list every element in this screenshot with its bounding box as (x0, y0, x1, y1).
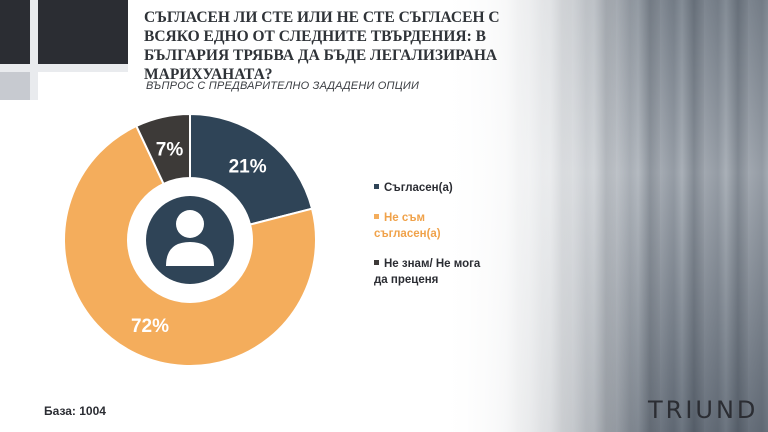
slice-value-label-1: 21% (229, 157, 267, 178)
legend-label-2: Не съм съгласен(а) (374, 212, 441, 240)
page-subtitle: ВЪПРОС С ПРЕДВАРИТЕЛНО ЗАДАДЕНИ ОПЦИИ (146, 80, 420, 92)
corner-decoration-vertical-line (30, 0, 38, 100)
legend-label-3: Не знам/ Не мога да преценя (374, 258, 481, 286)
person-icon (146, 196, 234, 284)
background-crowd-photo (440, 0, 768, 432)
legend-bullet-1 (374, 184, 379, 190)
pie-slice-1 (189, 112, 314, 226)
donut-chart: 21% 72% 7% (63, 112, 317, 367)
sample-base-label: База: 1004 (44, 404, 106, 418)
legend-item-1: Съгласен(а) (374, 180, 484, 196)
legend-label-1: Съгласен(а) (384, 182, 453, 194)
corner-decoration-grey-block (0, 72, 30, 100)
corner-decoration-horizontal-line (0, 64, 128, 72)
slice-value-label-2: 72% (131, 316, 169, 337)
page-title: СЪГЛАСЕН ЛИ СТЕ ИЛИ НЕ СТЕ СЪГЛАСЕН С ВС… (144, 9, 500, 83)
legend-bullet-2 (374, 214, 379, 220)
chart-legend: Съгласен(а) Не съм съгласен(а) Не знам/ Не… (374, 180, 484, 302)
corner-decoration-dark (0, 0, 128, 64)
legend-bullet-3 (374, 260, 379, 266)
legend-item-3: Не знам/ Не мога да преценя (374, 256, 484, 288)
pie-slice-3 (135, 112, 191, 186)
legend-item-2: Не съм съгласен(а) (374, 210, 484, 242)
brand-logo: TRIUND (648, 396, 759, 424)
pie-slice-2 (63, 124, 317, 367)
slice-value-label-3: 7% (156, 139, 184, 160)
